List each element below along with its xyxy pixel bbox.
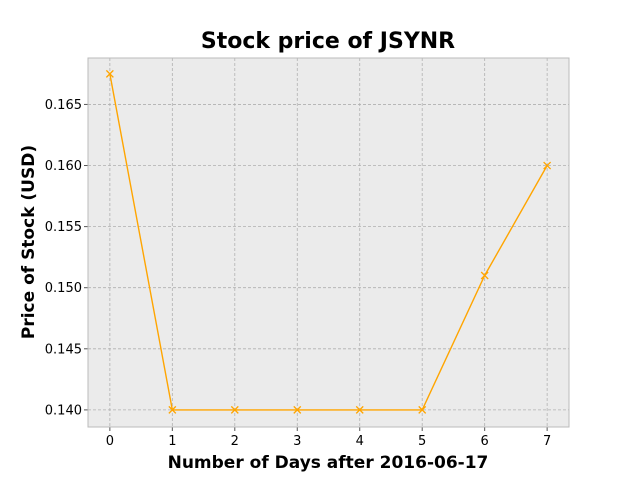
x-tick-label: 7 bbox=[543, 434, 551, 449]
chart-title: Stock price of JSYNR bbox=[201, 29, 455, 54]
x-tick-label: 4 bbox=[356, 434, 364, 449]
plot-area bbox=[88, 58, 569, 427]
data-point-marker bbox=[418, 405, 427, 414]
series-layer bbox=[105, 69, 552, 414]
data-point-marker bbox=[355, 405, 364, 414]
data-point-marker bbox=[543, 161, 552, 170]
y-tick-label: 0.150 bbox=[45, 281, 82, 296]
y-tick-label: 0.155 bbox=[45, 220, 82, 235]
plot-frame bbox=[87, 57, 570, 428]
data-point-marker bbox=[230, 405, 239, 414]
x-tick-label: 0 bbox=[106, 434, 114, 449]
y-tick-label: 0.160 bbox=[45, 159, 82, 174]
y-axis-label: Price of Stock (USD) bbox=[19, 145, 39, 339]
x-tick-label: 5 bbox=[418, 434, 426, 449]
x-axis-label: Number of Days after 2016-06-17 bbox=[168, 453, 489, 473]
x-tick-label: 1 bbox=[168, 434, 176, 449]
data-point-marker bbox=[105, 69, 114, 78]
data-point-marker bbox=[168, 405, 177, 414]
y-tick-label: 0.145 bbox=[45, 342, 82, 357]
grid-lines bbox=[88, 58, 569, 427]
data-point-marker bbox=[480, 271, 489, 280]
series-line bbox=[109, 73, 548, 411]
y-tick-label: 0.140 bbox=[45, 403, 82, 418]
x-tick-label: 2 bbox=[231, 434, 239, 449]
x-tick-label: 6 bbox=[481, 434, 489, 449]
axis-ticks: 0 1 2 3 4 5 6 7 0.140 0.145 0.150 0.155 0.160 0.165 bbox=[45, 98, 551, 449]
y-tick-label: 0.165 bbox=[45, 98, 82, 113]
x-tick-label: 3 bbox=[293, 434, 301, 449]
data-point-marker bbox=[293, 405, 302, 414]
